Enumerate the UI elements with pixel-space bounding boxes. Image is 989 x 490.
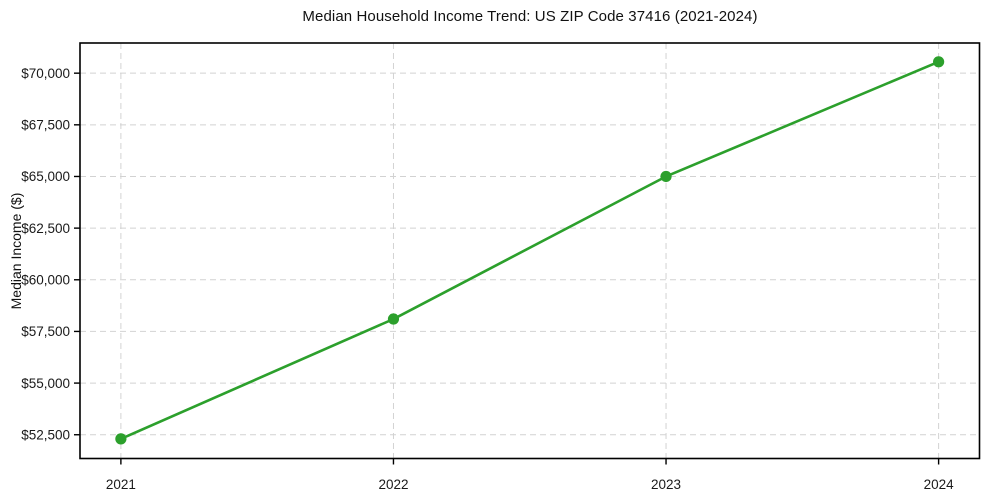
- data-point-marker: [115, 433, 127, 445]
- x-tick-label: 2024: [924, 477, 955, 490]
- y-tick-label: $62,500: [21, 221, 70, 236]
- y-tick-label: $65,000: [21, 169, 70, 184]
- x-tick-label: 2022: [378, 477, 408, 490]
- y-tick-label: $57,500: [21, 324, 70, 339]
- data-point-marker: [933, 56, 945, 68]
- y-tick-label: $67,500: [21, 118, 70, 133]
- x-tick-label: 2021: [106, 477, 136, 490]
- chart-title: Median Household Income Trend: US ZIP Co…: [302, 8, 758, 25]
- data-point-marker: [660, 170, 672, 183]
- x-tick-label: 2023: [651, 477, 681, 490]
- y-tick-label: $55,000: [21, 376, 70, 391]
- y-tick-label: $52,500: [21, 427, 70, 442]
- data-point-marker: [387, 313, 400, 325]
- trend-line: [119, 60, 940, 441]
- y-tick-label: $70,000: [21, 66, 70, 81]
- y-tick-label: $60,000: [21, 273, 70, 288]
- plot-border: [79, 42, 981, 460]
